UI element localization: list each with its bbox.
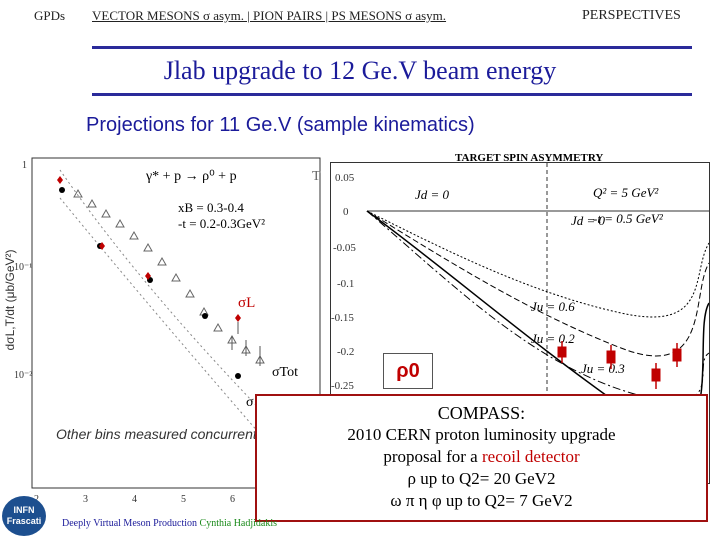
asymmetry-svg: 0.05 0 -0.05 -0.1 -0.15 -0.2 -0.25 Jd = … (331, 163, 710, 483)
y-tick: -0.15 (331, 312, 354, 324)
nav-vector-mesons[interactable]: VECTOR MESONS σ asym. | PION PAIRS | PS … (92, 8, 447, 23)
logo-line1: INFN (13, 505, 35, 515)
x-tick: 4 (132, 494, 137, 505)
y-tick: -0.25 (331, 380, 354, 392)
curve (366, 210, 710, 402)
ju2-annotation: Ju = 0.2 (531, 331, 575, 346)
y-tick: 10⁻² (14, 370, 32, 381)
kinematics-box: xB = 0.3-0.4 -t = 0.2-0.3GeV² (178, 200, 266, 232)
nav-gpds[interactable]: GPDs (34, 8, 66, 23)
other-bins-note: Other bins measured concurrently (56, 426, 267, 443)
ju3-annotation: Ju = 0.3 (581, 361, 625, 376)
compass-line2-red: recoil detector (481, 447, 580, 466)
y-tick: 0 (343, 206, 349, 218)
title-rule-top (92, 46, 692, 49)
curve (366, 210, 710, 357)
compass-line4: ω π η φ up to Q2= 7 GeV2 (390, 491, 573, 510)
jd-mid-annotation: Jd = 0 (571, 213, 606, 228)
compass-title: COMPASS: (437, 403, 526, 423)
x-tick: 5 (181, 494, 186, 505)
jd-left-annotation: Jd = 0 (415, 187, 450, 202)
y-axis-label: dσL,T/dt (μb/GeV²) (3, 249, 17, 350)
t-annotation: -t = 0.5 GeV² (593, 211, 664, 226)
sigma-l-label: σL (238, 295, 256, 311)
ju-annotation: Ju = 0.6 (531, 299, 575, 314)
guide-curve (59, 169, 301, 451)
logo-line2: Frascati (6, 516, 42, 526)
cross-section-svg: dσL,T/dt (μb/GeV²) 1 10⁻¹ 10⁻² 2 3 4 5 6… (3, 157, 321, 505)
error-bars (231, 322, 261, 366)
y-tick: -0.05 (333, 242, 356, 254)
projection-points (557, 341, 682, 389)
y-tick: 10⁻¹ (14, 262, 32, 273)
rho-meson-badge: ρ0 (383, 353, 433, 389)
footer-title: Deeply Virtual Meson Production (62, 518, 198, 529)
y-tick: 0.05 (335, 172, 355, 184)
guide-curve (59, 197, 301, 481)
y-tick: -0.2 (337, 346, 354, 358)
infn-logo: INFN Frascati (2, 496, 46, 536)
compass-line1: 2010 CERN proton luminosity upgrade (347, 425, 616, 444)
cross-section-plot: dσL,T/dt (μb/GeV²) 1 10⁻¹ 10⁻² 2 3 4 5 6… (0, 150, 330, 540)
xb-range: xB = 0.3-0.4 (178, 200, 244, 215)
footer-author: Cynthia Hadjidakis (199, 518, 278, 529)
sigma-tot-label: σTot (272, 365, 299, 380)
t-range: -t = 0.2-0.3GeV² (178, 216, 266, 231)
target-spin-asymmetry-label: TARGET SPIN ASYMMETRY (455, 152, 604, 164)
q2-annotation: Q² = 5 GeV² (593, 185, 659, 200)
nav-perspectives[interactable]: PERSPECTIVES (582, 8, 681, 23)
x-tick: 6 (230, 494, 235, 505)
compass-box: COMPASS: 2010 CERN proton luminosity upg… (255, 394, 708, 522)
compass-line2: proposal for a recoil detector (257, 446, 706, 468)
compass-line2-pre: proposal for a (383, 447, 482, 466)
plot-frame (31, 157, 321, 489)
compass-line3: ρ up to Q2= 20 GeV2 (407, 469, 556, 488)
sigma-t-label: σ (246, 395, 254, 410)
y-tick: -0.1 (337, 278, 354, 290)
footer-text: Deeply Virtual Meson Production Cynthia … (62, 518, 277, 529)
reaction-label: γ* + p → ρ⁰ + p (145, 169, 237, 184)
red-points (57, 176, 241, 322)
x-tick: 3 (83, 494, 88, 505)
other-bins-text: Other bins measured concurrently (56, 426, 267, 442)
y-tick: 1 (22, 160, 27, 171)
slide-subtitle: Projections for 11 Ge.V (sample kinemati… (86, 114, 475, 136)
title-rule-bottom (92, 93, 692, 96)
slide-title: Jlab upgrade to 12 Ge.V beam energy (163, 56, 557, 85)
black-points (59, 187, 241, 379)
t-label: T (312, 169, 321, 184)
